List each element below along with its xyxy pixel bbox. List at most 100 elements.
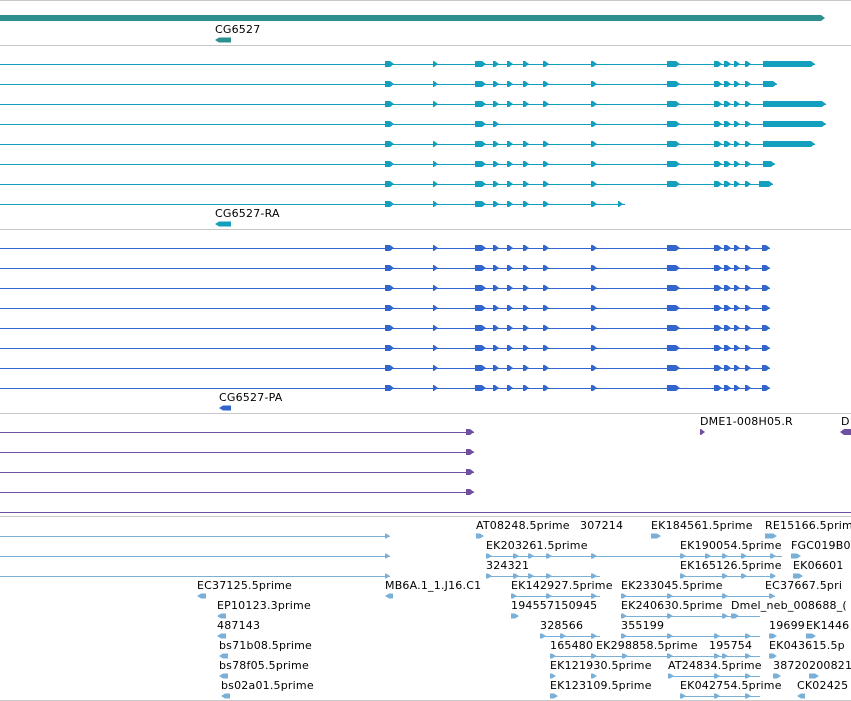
est-glyph — [770, 553, 776, 559]
transcript-exon — [385, 61, 394, 67]
est-label[interactable]: 19699 — [769, 619, 805, 632]
protein-exon — [734, 305, 740, 311]
est-label[interactable]: 328566 — [540, 619, 584, 632]
protein-exon — [591, 305, 597, 311]
transcript-exon — [745, 121, 751, 127]
est-label[interactable]: 355199 — [621, 619, 665, 632]
clone-end-glyph — [466, 489, 474, 495]
est-glyph — [546, 593, 552, 599]
est-glyph — [217, 613, 226, 619]
est-label[interactable]: EK190054.5prime — [680, 539, 782, 552]
est-glyph — [550, 653, 556, 659]
protein-exon — [734, 325, 740, 331]
est-label[interactable]: EK184561.5prime — [651, 519, 753, 532]
est-label[interactable]: EK203261.5prime — [486, 539, 588, 552]
protein-exon — [493, 385, 499, 391]
est-label[interactable]: Dmel_neb_008688_( — [731, 599, 847, 612]
transcript-exon — [507, 181, 513, 187]
est-glyph — [621, 633, 627, 639]
est-label[interactable]: bs02a01.5prime — [221, 679, 314, 692]
est-glyph — [722, 653, 728, 659]
est-glyph — [591, 633, 597, 639]
protein-label[interactable]: CG6527-PA — [219, 391, 283, 404]
est-label[interactable]: FGC019B0 — [791, 539, 851, 552]
transcript-exon — [385, 161, 394, 167]
transcript-label[interactable]: CG6527-RA — [215, 207, 280, 220]
est-label[interactable]: 307214 — [580, 519, 624, 532]
est-glyph — [591, 553, 597, 559]
est-label[interactable]: EP10123.3prime — [217, 599, 311, 612]
protein-exon — [762, 265, 770, 271]
protein-exon — [591, 385, 597, 391]
est-label[interactable]: EK233045.5prime — [621, 579, 723, 592]
protein-exon — [724, 285, 731, 291]
est-glyph — [651, 533, 661, 539]
transcript-exon — [734, 81, 740, 87]
track-separator — [0, 413, 851, 414]
transcript-exon — [493, 161, 499, 167]
est-label[interactable]: EK240630.5prime — [621, 599, 723, 612]
est-label[interactable]: 195754 — [709, 639, 753, 652]
est-label[interactable]: CK02425 — [797, 679, 849, 692]
transcript-exon — [543, 101, 549, 107]
transcript-exon — [507, 61, 513, 67]
est-label[interactable]: EC37125.5prime — [197, 579, 292, 592]
transcript-exon — [543, 161, 549, 167]
transcript-exon — [734, 101, 740, 107]
protein-exon — [762, 285, 770, 291]
transcript-exon — [724, 181, 731, 187]
protein-exon — [543, 265, 549, 271]
transcript-exon — [759, 181, 773, 187]
transcript-exon — [667, 181, 680, 187]
est-label[interactable]: EK042754.5prime — [680, 679, 782, 692]
est-label[interactable]: 324321 — [486, 559, 530, 572]
est-glyph — [722, 613, 728, 619]
est-glyph — [550, 693, 558, 699]
transcript-exon — [385, 101, 394, 107]
transcript-exon — [543, 61, 549, 67]
est-label[interactable]: 200821 — [809, 659, 851, 672]
est-label[interactable]: EK123109.5prime — [550, 679, 652, 692]
est-label[interactable]: 165480 — [550, 639, 594, 652]
est-label[interactable]: EK298858.5prime — [596, 639, 698, 652]
est-label[interactable]: EK043615.5p — [769, 639, 845, 652]
transcript-exon — [591, 81, 597, 87]
transcript-exon — [763, 121, 826, 127]
protein-exon — [762, 305, 770, 311]
est-label[interactable]: EK165126.5prime — [680, 559, 782, 572]
transcript-exon — [493, 101, 499, 107]
track-separator — [0, 0, 851, 1]
protein-exon — [667, 305, 680, 311]
est-label[interactable]: EK142927.5prime — [511, 579, 613, 592]
clone-label[interactable]: DME1-008H05.R — [700, 415, 793, 428]
est-label[interactable]: AT24834.5prime — [668, 659, 762, 672]
gene-label[interactable]: CG6527 — [215, 23, 261, 36]
protein-exon — [523, 305, 529, 311]
protein-exon — [507, 305, 513, 311]
est-glyph — [513, 573, 519, 579]
est-label[interactable]: EK1446 — [806, 619, 850, 632]
est-label[interactable]: 194557150945 — [511, 599, 598, 612]
est-label[interactable]: bs71b08.5prime — [219, 639, 313, 652]
protein-exon — [745, 345, 751, 351]
est-glyph — [560, 633, 566, 639]
transcript-exon — [714, 181, 722, 187]
est-label[interactable]: 38720 — [773, 659, 809, 672]
est-label[interactable]: MB6A.1_1.J16.C1 — [385, 579, 482, 592]
est-label[interactable]: AT08248.5prime — [476, 519, 570, 532]
est-label[interactable]: EC37667.5pri — [765, 579, 843, 592]
est-glyph — [486, 553, 492, 559]
est-label[interactable]: 487143 — [217, 619, 261, 632]
est-glyph — [806, 633, 816, 639]
est-label[interactable]: EK06601 — [793, 559, 844, 572]
transcript-exon — [714, 81, 722, 87]
est-label[interactable]: EK121930.5prime — [550, 659, 652, 672]
est-glyph — [621, 593, 627, 599]
transcript-exon — [475, 161, 486, 167]
clone-label[interactable]: D — [841, 415, 850, 428]
est-label[interactable]: bs78f05.5prime — [219, 659, 309, 672]
protein-exon — [543, 245, 549, 251]
protein-exon — [667, 345, 680, 351]
est-label[interactable]: RE15166.5prime — [765, 519, 851, 532]
